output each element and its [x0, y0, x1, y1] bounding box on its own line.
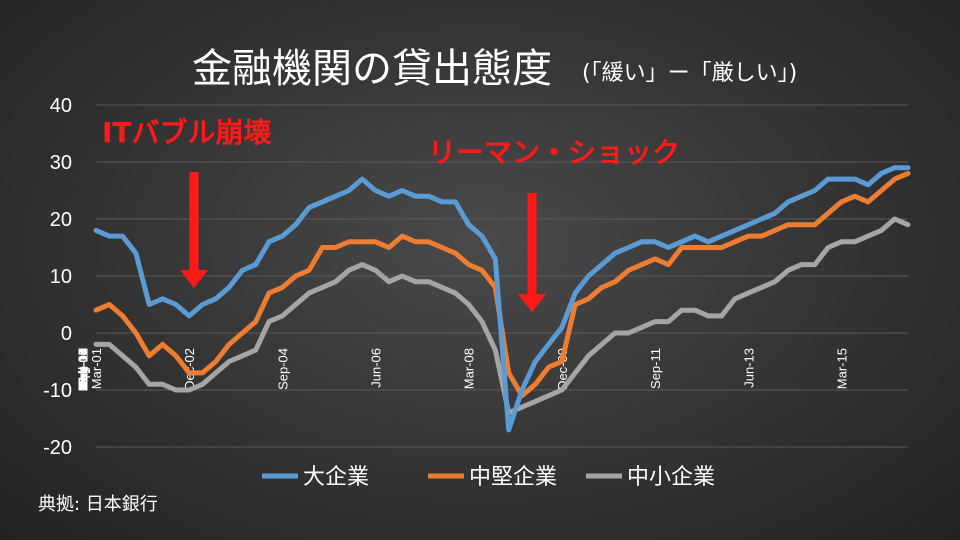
x-tick-label: Dec-02 — [182, 348, 197, 390]
x-tick-label: Feb-11 — [76, 348, 91, 388]
x-tick-label: Sep-11 — [648, 348, 663, 389]
x-tick-label: May-02 — [76, 348, 91, 391]
x-tick-label: Mar-01 — [89, 348, 104, 389]
annotation-arrow-head — [180, 270, 208, 288]
y-tick-label: 20 — [50, 209, 72, 231]
annotation-arrow-head — [518, 294, 546, 312]
x-tick-label: Oct-15 — [76, 348, 91, 387]
x-tick-label: Mar-08 — [462, 348, 477, 389]
series-line — [93, 165, 911, 433]
x-tick-label: May-09 — [76, 348, 91, 391]
legend: 大企業 中堅企業 中小企業 — [262, 465, 715, 490]
x-tick-label: Jul-10 — [76, 348, 91, 383]
y-tick-label: 10 — [50, 266, 72, 288]
series-lines — [93, 165, 911, 433]
x-tick-label: Jan-14 — [76, 348, 91, 388]
x-tick-label: Jan-07 — [76, 348, 91, 388]
x-tick-label: Oct-08 — [76, 348, 91, 387]
annotation-label: ITバブル崩壊 — [102, 116, 272, 149]
x-tick-label: Oct-01 — [76, 348, 91, 387]
annotation-label: リーマン・ショック — [428, 136, 680, 169]
x-tick-label: Dec-09 — [555, 348, 570, 390]
x-tick-label: Jun-13 — [741, 348, 756, 388]
y-tick-label: 40 — [50, 95, 72, 117]
x-tick-label: Feb-04 — [76, 348, 91, 389]
source-note: 典拠: 日本銀行 — [38, 494, 158, 515]
y-tick-label: -10 — [43, 380, 72, 402]
x-tick-label: Mar-15 — [834, 348, 849, 389]
legend-label: 中小企業 — [627, 465, 715, 490]
chart-title: 金融機関の貸出態度 (「緩い」ー「厳しい」) — [192, 46, 797, 92]
y-axis-ticks: 40 30 20 10 0 -10 -20 — [43, 95, 72, 459]
x-tick-label: May-16 — [76, 348, 91, 391]
x-tick-label: Jul-03 — [76, 348, 91, 383]
x-tick-label: Aug-07 — [76, 348, 91, 390]
x-tick-label: Aug-14 — [76, 348, 91, 390]
y-tick-label: -20 — [43, 437, 72, 459]
x-tick-label: Nov-05 — [76, 348, 91, 390]
legend-label: 中堅企業 — [469, 465, 557, 490]
x-tick-label: Sep-04 — [275, 348, 290, 390]
x-tick-label: Jun-06 — [369, 348, 384, 388]
legend-label: 大企業 — [303, 465, 369, 490]
y-tick-label: 30 — [50, 152, 72, 174]
chart-title-main: 金融機関の貸出態度 — [192, 46, 552, 92]
x-tick-label: Apr-05 — [76, 348, 91, 387]
series-line — [93, 216, 911, 416]
x-tick-label: Nov-12 — [76, 348, 91, 390]
x-tick-label: Apr-12 — [76, 348, 91, 387]
chart-subtitle: (「緩い」ー「厳しい」) — [582, 61, 797, 86]
y-tick-label: 0 — [61, 323, 72, 345]
